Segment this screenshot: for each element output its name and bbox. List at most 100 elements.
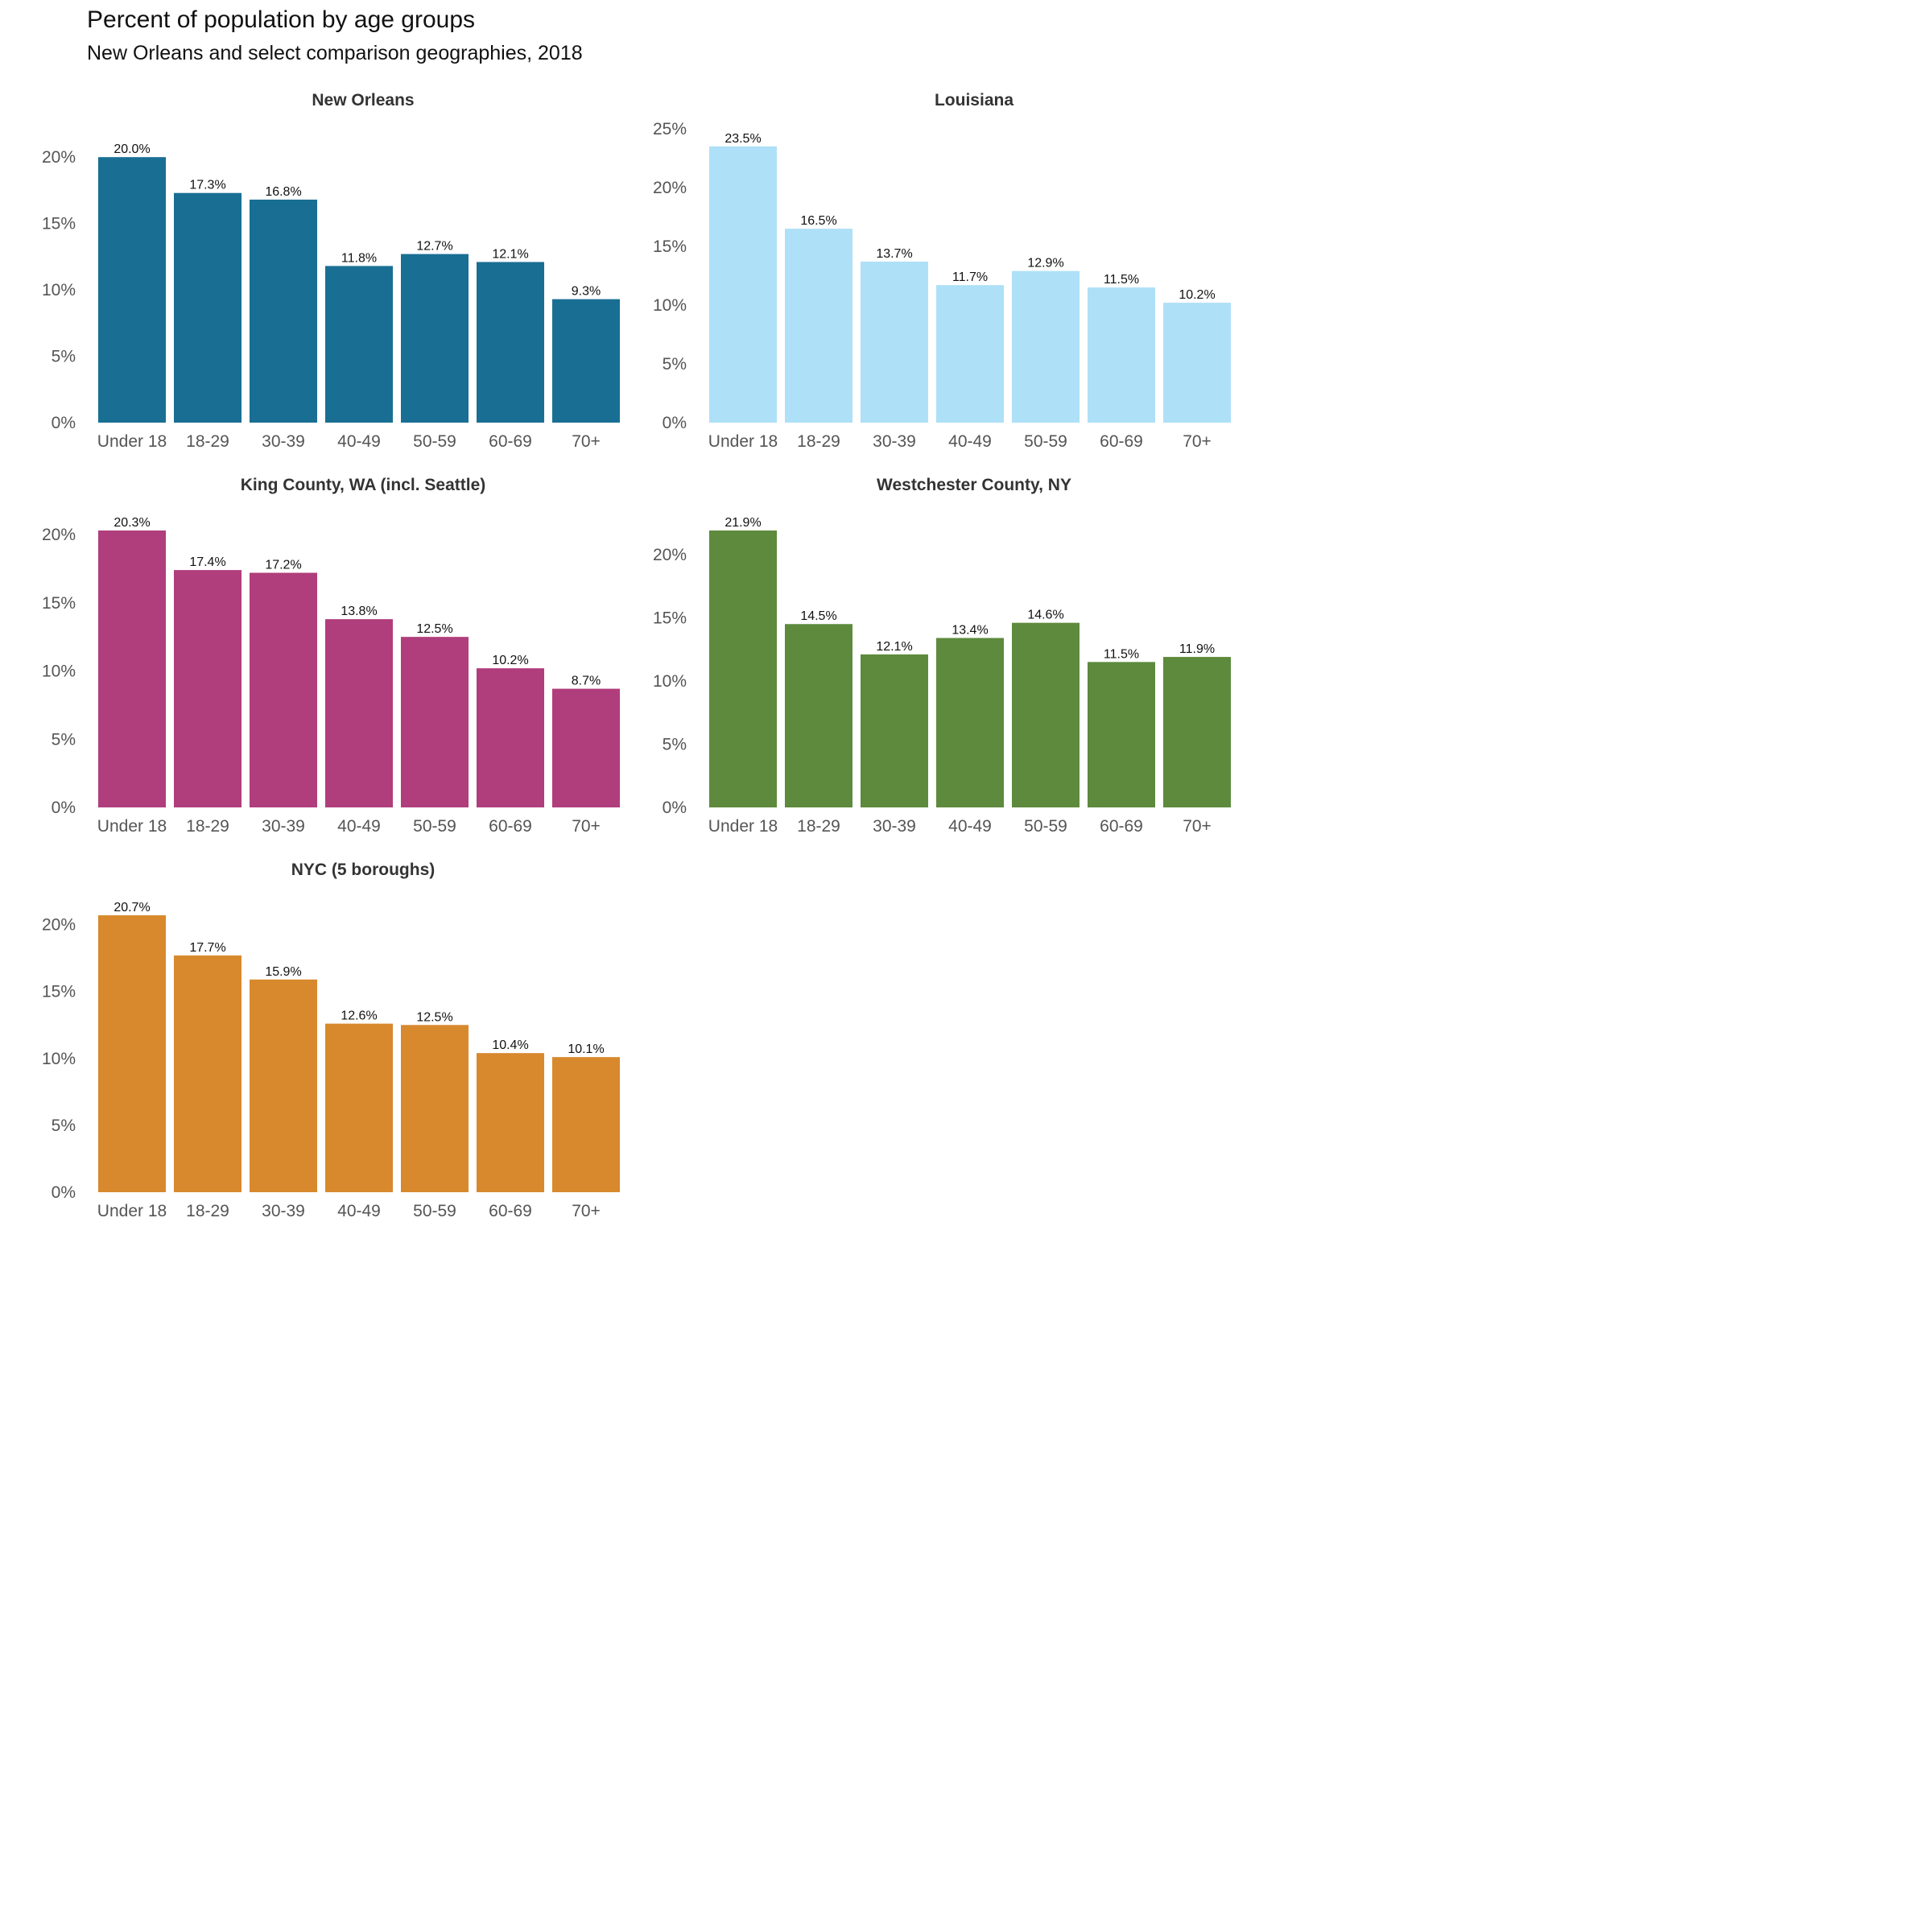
data-label: 8.7% bbox=[572, 675, 601, 688]
data-label: 11.9% bbox=[1179, 642, 1215, 656]
bar bbox=[1088, 287, 1155, 423]
x-tick-label: 30-39 bbox=[262, 817, 305, 836]
y-tick-label: 5% bbox=[52, 1117, 76, 1135]
x-tick-label: 18-29 bbox=[797, 817, 840, 836]
bar bbox=[936, 638, 1004, 807]
bar bbox=[98, 157, 166, 423]
data-label: 11.8% bbox=[341, 251, 377, 265]
y-tick-label: 20% bbox=[653, 179, 687, 197]
x-tick-label: Under 18 bbox=[708, 817, 778, 836]
x-tick-label: 70+ bbox=[1183, 432, 1212, 451]
bar bbox=[477, 262, 544, 423]
data-label: 20.3% bbox=[114, 516, 150, 530]
panel-title: Louisiana bbox=[935, 91, 1013, 109]
data-label: 17.7% bbox=[189, 941, 225, 955]
bar bbox=[477, 1053, 544, 1192]
chart-title: Percent of population by age groups bbox=[87, 6, 476, 33]
data-label: 17.2% bbox=[265, 559, 301, 572]
bar bbox=[325, 266, 393, 423]
x-tick-label: 70+ bbox=[572, 817, 601, 836]
x-tick-label: 50-59 bbox=[413, 432, 456, 451]
x-tick-label: 70+ bbox=[572, 432, 601, 451]
data-label: 21.9% bbox=[724, 516, 761, 530]
bar bbox=[174, 955, 242, 1192]
data-label: 11.7% bbox=[952, 270, 988, 284]
bar bbox=[1163, 657, 1231, 807]
y-tick-label: 5% bbox=[52, 730, 76, 749]
bar bbox=[552, 1057, 620, 1192]
bar bbox=[861, 261, 928, 423]
data-label: 12.1% bbox=[492, 247, 528, 261]
x-tick-label: 50-59 bbox=[413, 1202, 456, 1220]
y-tick-label: 20% bbox=[42, 916, 76, 935]
data-label: 14.6% bbox=[1027, 609, 1063, 622]
chart-subtitle: New Orleans and select comparison geogra… bbox=[87, 42, 583, 64]
x-tick-label: 18-29 bbox=[186, 817, 229, 836]
data-label: 10.1% bbox=[568, 1042, 604, 1056]
bar bbox=[709, 146, 777, 423]
bar bbox=[1088, 662, 1155, 807]
y-tick-label: 10% bbox=[42, 663, 76, 681]
bar bbox=[1012, 622, 1080, 807]
x-tick-label: 60-69 bbox=[489, 432, 532, 451]
data-label: 15.9% bbox=[265, 965, 301, 979]
data-label: 17.4% bbox=[189, 555, 225, 569]
x-tick-label: Under 18 bbox=[708, 432, 778, 451]
y-tick-label: 5% bbox=[52, 348, 76, 366]
small-multiples-chart: New Orleans 0% 5% 10% 15% 20% 20.0% Under 18 17.… bbox=[42, 91, 1231, 1220]
data-label: 20.7% bbox=[114, 901, 150, 914]
x-tick-label: 30-39 bbox=[262, 432, 305, 451]
y-tick-label: 15% bbox=[42, 983, 76, 1001]
bar bbox=[552, 688, 620, 807]
bar bbox=[250, 572, 317, 807]
data-label: 10.2% bbox=[492, 654, 528, 667]
data-label: 12.6% bbox=[341, 1009, 377, 1023]
x-tick-label: 30-39 bbox=[873, 432, 916, 451]
x-tick-label: 30-39 bbox=[873, 817, 916, 836]
data-label: 23.5% bbox=[724, 132, 761, 146]
x-tick-label: 18-29 bbox=[797, 432, 840, 451]
y-tick-label: 10% bbox=[42, 1050, 76, 1068]
bar bbox=[1163, 303, 1231, 423]
data-label: 14.5% bbox=[800, 609, 836, 623]
y-tick-label: 5% bbox=[663, 735, 687, 753]
bar bbox=[325, 1023, 393, 1192]
x-tick-label: 40-49 bbox=[337, 432, 381, 451]
x-tick-label: 70+ bbox=[1183, 817, 1212, 836]
y-tick-label: 15% bbox=[653, 609, 687, 627]
bar bbox=[98, 530, 166, 807]
y-tick-label: 0% bbox=[663, 414, 687, 432]
bar bbox=[477, 668, 544, 807]
data-label: 12.1% bbox=[876, 640, 912, 654]
x-tick-label: 50-59 bbox=[1024, 817, 1067, 836]
x-tick-label: 30-39 bbox=[262, 1202, 305, 1220]
data-label: 11.5% bbox=[1104, 273, 1139, 287]
panel-title: NYC (5 boroughs) bbox=[291, 861, 436, 879]
x-tick-label: 50-59 bbox=[1024, 432, 1067, 451]
y-tick-label: 15% bbox=[653, 237, 687, 256]
bar bbox=[936, 285, 1004, 423]
bar bbox=[785, 624, 852, 807]
bar bbox=[709, 530, 777, 807]
bar bbox=[1012, 270, 1080, 423]
y-tick-label: 15% bbox=[42, 594, 76, 613]
x-tick-label: 40-49 bbox=[337, 1202, 381, 1220]
x-tick-label: 18-29 bbox=[186, 1202, 229, 1220]
data-label: 12.5% bbox=[416, 622, 452, 636]
x-tick-label: 40-49 bbox=[337, 817, 381, 836]
data-label: 13.4% bbox=[952, 624, 988, 638]
y-tick-label: 0% bbox=[52, 1183, 76, 1202]
bar bbox=[325, 619, 393, 807]
y-tick-label: 0% bbox=[663, 799, 687, 817]
bar bbox=[552, 299, 620, 423]
x-tick-label: Under 18 bbox=[97, 817, 167, 836]
y-tick-label: 0% bbox=[52, 799, 76, 817]
x-tick-label: 60-69 bbox=[489, 1202, 532, 1220]
panel-title: Westchester County, NY bbox=[877, 476, 1071, 494]
panel-title: New Orleans bbox=[312, 91, 414, 109]
data-label: 12.7% bbox=[416, 240, 452, 254]
y-tick-label: 25% bbox=[653, 120, 687, 138]
panel-title: King County, WA (incl. Seattle) bbox=[241, 476, 486, 494]
bar bbox=[401, 637, 469, 807]
y-tick-label: 20% bbox=[42, 526, 76, 544]
